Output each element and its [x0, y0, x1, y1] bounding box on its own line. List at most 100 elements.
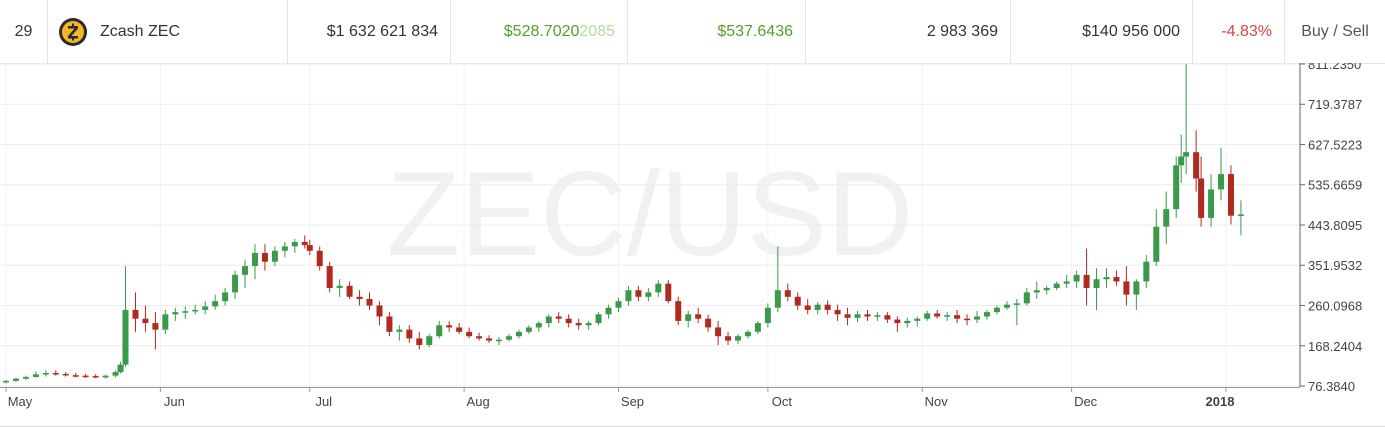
candle-body: [122, 309, 129, 365]
candle: [291, 238, 298, 253]
candle: [222, 288, 229, 306]
candle-body: [32, 374, 39, 377]
candle: [32, 371, 39, 378]
candle: [854, 310, 861, 323]
candle: [212, 294, 219, 310]
candle-body: [924, 313, 931, 319]
candle: [102, 374, 109, 379]
candle: [794, 292, 801, 310]
candle-body: [1053, 283, 1060, 289]
y-axis-ticks: 76.3840 168.2404 260.0968 351.9532 443.8095 5…: [1300, 63, 1362, 394]
candle-body: [1033, 290, 1040, 293]
candle-body: [406, 329, 413, 339]
candle: [1103, 268, 1110, 289]
candle: [1198, 156, 1205, 227]
candle: [605, 304, 612, 319]
y-tick-label: 76.3840: [1308, 379, 1355, 394]
candle-body: [735, 336, 741, 341]
candle-body: [62, 373, 69, 376]
candle: [42, 370, 49, 377]
candle: [172, 307, 179, 321]
market-cap: $1 632 621 834: [288, 0, 451, 63]
candle-body: [854, 314, 861, 318]
candle: [864, 309, 871, 321]
candle: [366, 292, 373, 310]
candle: [232, 270, 239, 299]
candle: [416, 331, 423, 350]
candle-body: [1003, 304, 1010, 308]
x-tick-label: 2018: [1206, 394, 1235, 409]
x-tick-label: Nov: [925, 394, 949, 409]
candle-body: [3, 380, 9, 383]
x-tick-label: May: [8, 394, 33, 409]
candle-body: [595, 314, 602, 324]
candle-body: [675, 301, 682, 321]
candle-body: [1218, 174, 1225, 190]
candle-body: [645, 292, 652, 297]
candle-body: [1093, 279, 1100, 289]
candle-body: [172, 312, 179, 315]
buy-sell-button[interactable]: Buy / Sell: [1301, 23, 1369, 40]
candle: [964, 314, 971, 326]
candle-body: [212, 301, 219, 307]
candle: [834, 304, 841, 321]
total-volume: $140 956 000: [1011, 0, 1193, 63]
candle: [764, 303, 771, 328]
candle: [192, 304, 199, 315]
candle-body: [12, 378, 19, 381]
candle: [585, 320, 592, 330]
candle: [983, 309, 990, 320]
candle-body: [874, 315, 881, 317]
candle: [62, 372, 69, 377]
candle: [1227, 165, 1234, 225]
candle-body: [436, 325, 443, 337]
coin-name-cell[interactable]: Zcash ZEC: [48, 0, 288, 63]
coin-name[interactable]: Zcash ZEC: [100, 23, 181, 40]
candle: [1173, 156, 1180, 218]
candle: [914, 316, 921, 327]
candle-body: [232, 274, 239, 293]
candle-body: [426, 336, 433, 345]
candle: [251, 244, 258, 280]
candle: [3, 380, 9, 384]
candle-body: [326, 266, 333, 289]
candle: [456, 323, 463, 335]
candle-body: [42, 373, 49, 375]
candle: [695, 307, 702, 324]
y-tick-label: 811.2350: [1308, 63, 1361, 72]
candle-body: [894, 319, 901, 324]
candle-body: [291, 242, 298, 247]
candle: [814, 302, 821, 315]
candle-body: [1178, 156, 1185, 166]
candle: [426, 334, 433, 348]
candle: [735, 334, 741, 345]
candle-body: [814, 304, 821, 310]
y-tick-label: 351.9532: [1308, 258, 1362, 273]
candle: [316, 246, 323, 271]
candle-body: [476, 336, 483, 339]
candle-body: [774, 290, 781, 308]
x-tick-label: Jul: [315, 394, 332, 409]
candle: [486, 335, 493, 343]
candle: [182, 306, 189, 319]
candle-body: [884, 315, 891, 320]
x-tick-label: Oct: [772, 394, 793, 409]
candle: [1083, 248, 1090, 306]
candle-body: [92, 376, 99, 378]
candle: [152, 312, 159, 350]
candle-body: [1198, 178, 1205, 218]
candle: [122, 266, 129, 367]
candle-body: [1143, 261, 1150, 282]
candle: [117, 361, 124, 374]
candle-body: [725, 336, 732, 341]
volume: 2 983 369: [806, 0, 1011, 63]
candle-body: [242, 266, 249, 275]
candle-body: [605, 307, 612, 315]
candle-body: [934, 313, 941, 317]
candle-body: [1208, 189, 1215, 218]
candle-body: [715, 327, 722, 337]
candle: [1178, 134, 1185, 183]
candle: [406, 325, 413, 343]
candle-body: [1123, 281, 1130, 295]
candle-body: [794, 296, 801, 306]
